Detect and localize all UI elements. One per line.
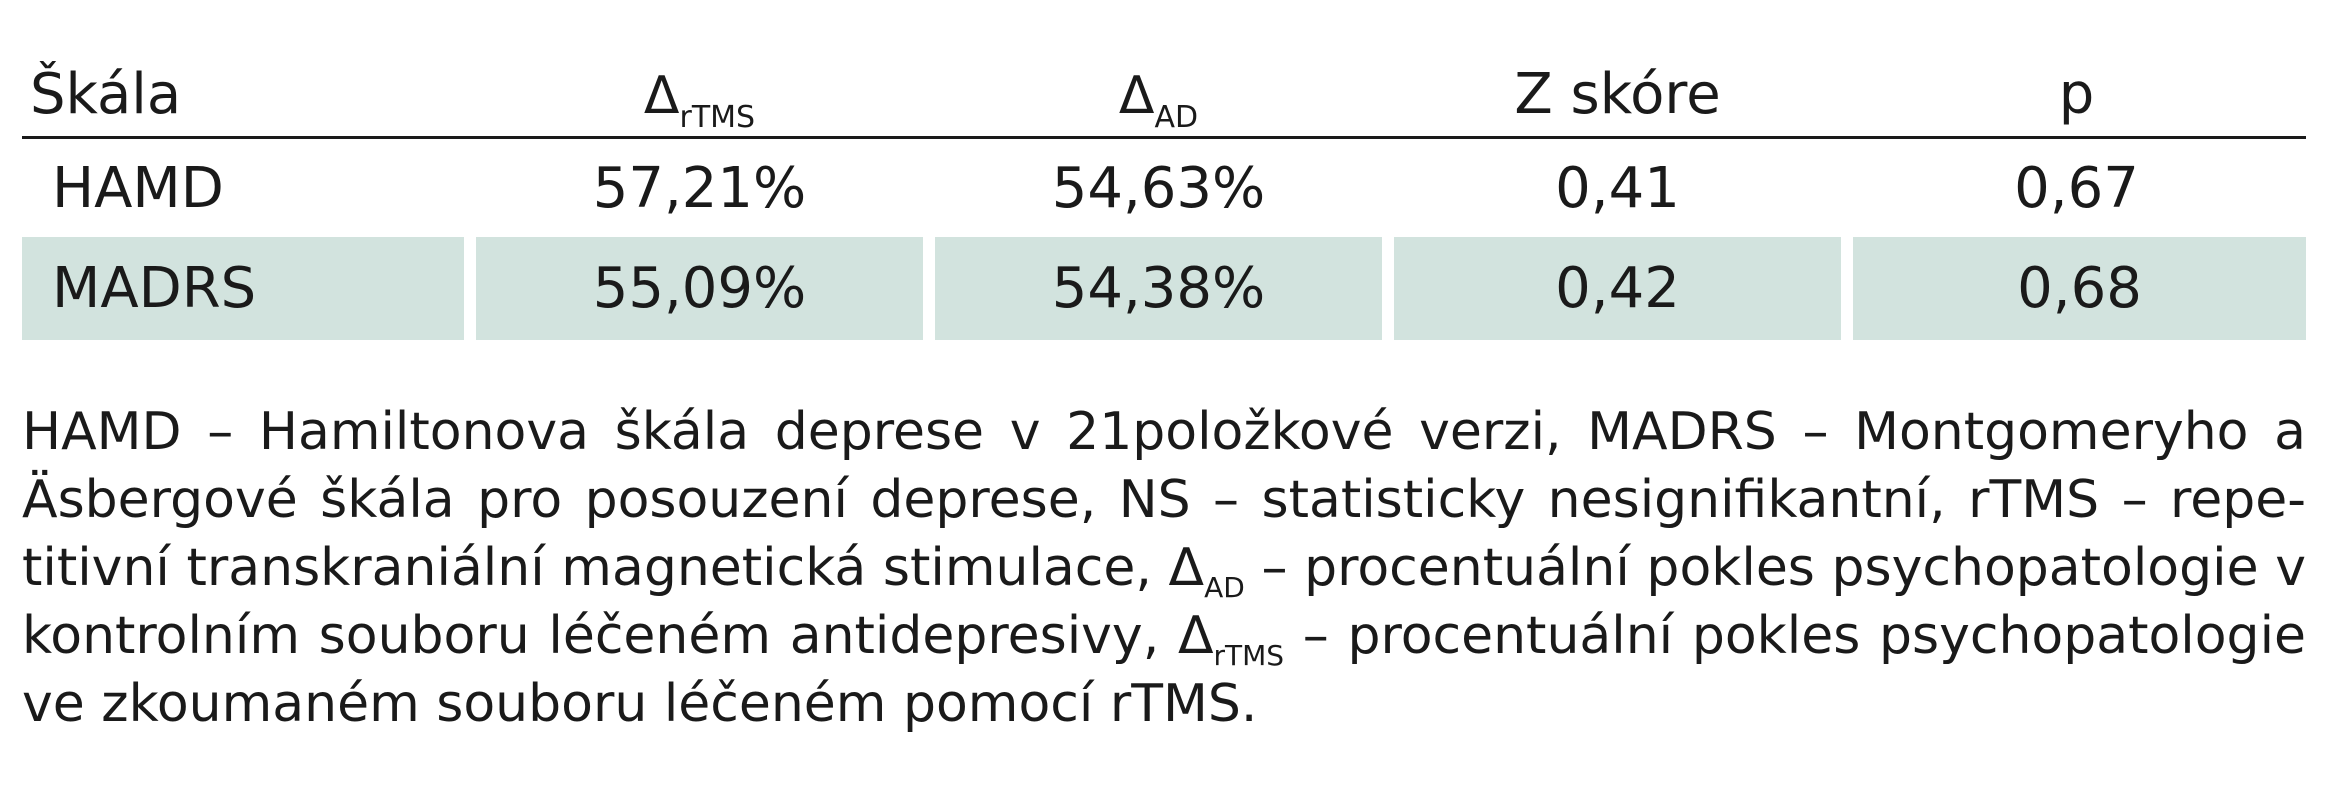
footnote-text: – procentuální pokles psychopatologie ve…: [22, 606, 2307, 734]
cell-delta-ad: 54,38%: [929, 237, 1388, 340]
header-z-score: Z skóre: [1388, 52, 1847, 139]
header-delta-ad: ΔAD: [929, 52, 1388, 139]
footnote-text: HAMD – Hamiltonova škála deprese v 21pol…: [22, 402, 2306, 598]
table-row: HAMD 57,21% 54,63% 0,41 0,67: [22, 139, 2306, 237]
cell-p: 0,68: [1847, 237, 2306, 340]
delta-symbol: Δ: [643, 65, 680, 126]
footnote-text: – procentuální pokles psychopatologie v …: [22, 538, 2306, 666]
table-footnote: HAMD – Hamiltonova škála deprese v 21pol…: [22, 398, 2306, 738]
table-row: MADRS 55,09% 54,38% 0,42 0,68: [22, 237, 2306, 340]
cell-delta-rtms: 57,21%: [592, 155, 807, 221]
header-p: p: [1847, 52, 2306, 139]
delta-subscript: rTMS: [679, 99, 756, 135]
cell-z-score: 0,42: [1388, 237, 1847, 340]
footnote-delta-symbol: Δ: [1177, 606, 1214, 666]
results-table-container: Škála ΔrTMS ΔAD Z skóre p HAMD 57,21% 54…: [22, 52, 2306, 340]
delta-symbol: Δ: [1118, 65, 1155, 126]
cell-p: 0,67: [2014, 155, 2139, 221]
footnote-delta-subscript: AD: [1204, 571, 1245, 604]
header-delta-rtms: ΔrTMS: [470, 52, 929, 139]
cell-delta-ad: 54,63%: [1051, 155, 1266, 221]
cell-delta-rtms: 55,09%: [470, 237, 929, 340]
header-scale: Škála: [22, 52, 470, 139]
footnote-delta-subscript: rTMS: [1213, 639, 1285, 672]
cell-scale: HAMD: [52, 155, 224, 221]
table-header-row: Škála ΔrTMS ΔAD Z skóre p: [22, 52, 2306, 139]
cell-z-score: 0,41: [1555, 155, 1680, 221]
footnote-delta-symbol: Δ: [1168, 538, 1205, 598]
delta-subscript: AD: [1154, 99, 1199, 135]
cell-scale: MADRS: [22, 237, 470, 340]
results-table: Škála ΔrTMS ΔAD Z skóre p HAMD 57,21% 54…: [22, 52, 2306, 340]
